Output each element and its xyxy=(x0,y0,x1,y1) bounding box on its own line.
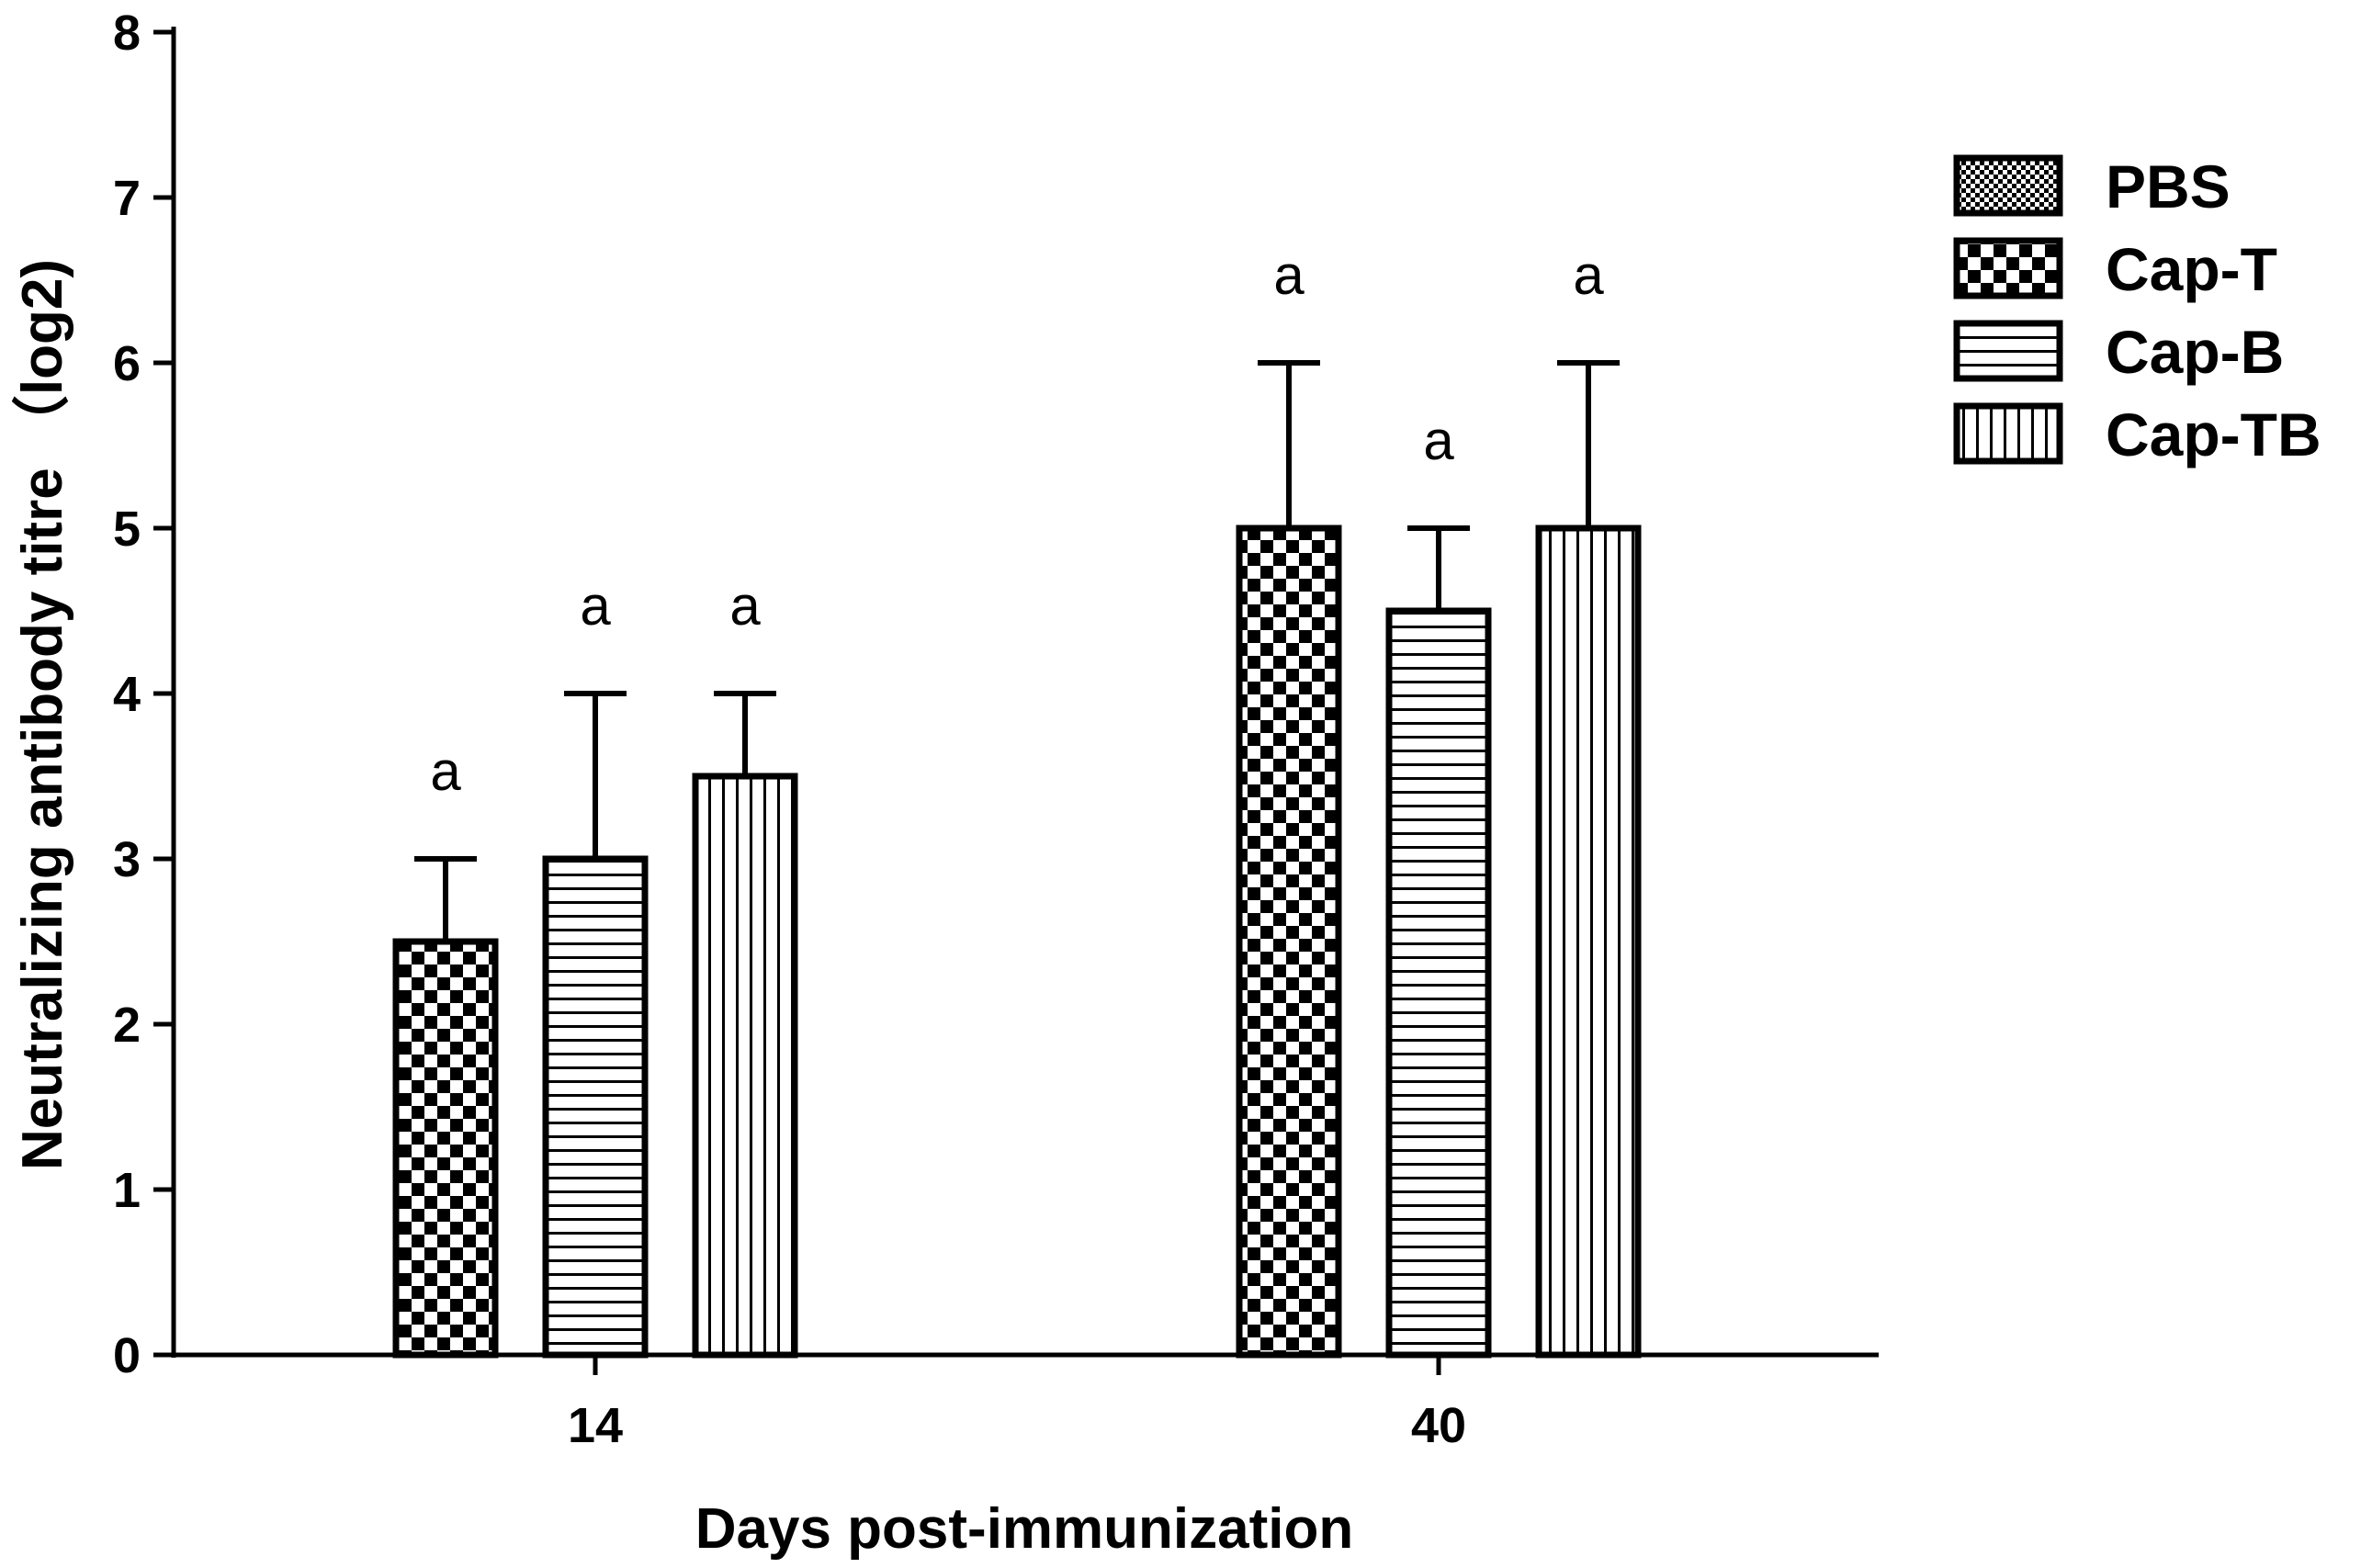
y-tick-label: 5 xyxy=(113,502,141,557)
y-axis-title: Neutralizing antibody titre （log2) xyxy=(10,259,74,1170)
y-tick-label: 6 xyxy=(113,336,141,391)
significance-label: a xyxy=(1273,244,1305,306)
legend-label-pbs: PBS xyxy=(2106,152,2231,220)
legend-label-cap-t: Cap-T xyxy=(2106,235,2277,303)
significance-label: a xyxy=(580,575,611,637)
bar-cap-b-40 xyxy=(1385,607,1492,1359)
bar-cap-t-40 xyxy=(1236,525,1342,1359)
y-tick-label: 2 xyxy=(113,998,141,1053)
bars: a a a a a a xyxy=(392,244,1642,1359)
y-tick-label: 0 xyxy=(113,1328,141,1383)
y-tick-label: 7 xyxy=(113,171,141,226)
x-axis-title: Days post-immunization xyxy=(695,1497,1354,1561)
legend-swatch-pbs xyxy=(1953,154,2063,217)
significance-label: a xyxy=(430,740,461,802)
y-tick-label: 1 xyxy=(113,1163,141,1218)
significance-label: a xyxy=(729,575,761,637)
bar-cap-t-14 xyxy=(392,938,499,1359)
y-tick-label: 4 xyxy=(113,667,141,722)
bar-cap-tb-40 xyxy=(1535,525,1642,1359)
legend-swatch-cap-t xyxy=(1953,237,2063,299)
bar-cap-b-14 xyxy=(542,855,649,1359)
y-tick-label: 8 xyxy=(113,6,141,61)
significance-label: a xyxy=(1423,410,1454,471)
legend-swatch-cap-b xyxy=(1953,320,2063,382)
bar-cap-tb-14 xyxy=(692,773,798,1359)
legend-label-cap-b: Cap-B xyxy=(2106,318,2284,386)
legend-swatch-cap-tb xyxy=(1953,402,2063,465)
legend-label-cap-tb: Cap-TB xyxy=(2106,400,2321,468)
y-tick-label: 3 xyxy=(113,832,141,887)
significance-label: a xyxy=(1573,244,1604,306)
x-tick-label: 40 xyxy=(1411,1398,1466,1453)
x-tick-label: 14 xyxy=(568,1398,623,1453)
legend: PBS Cap-T Cap-B Cap-TB xyxy=(1953,152,2321,468)
